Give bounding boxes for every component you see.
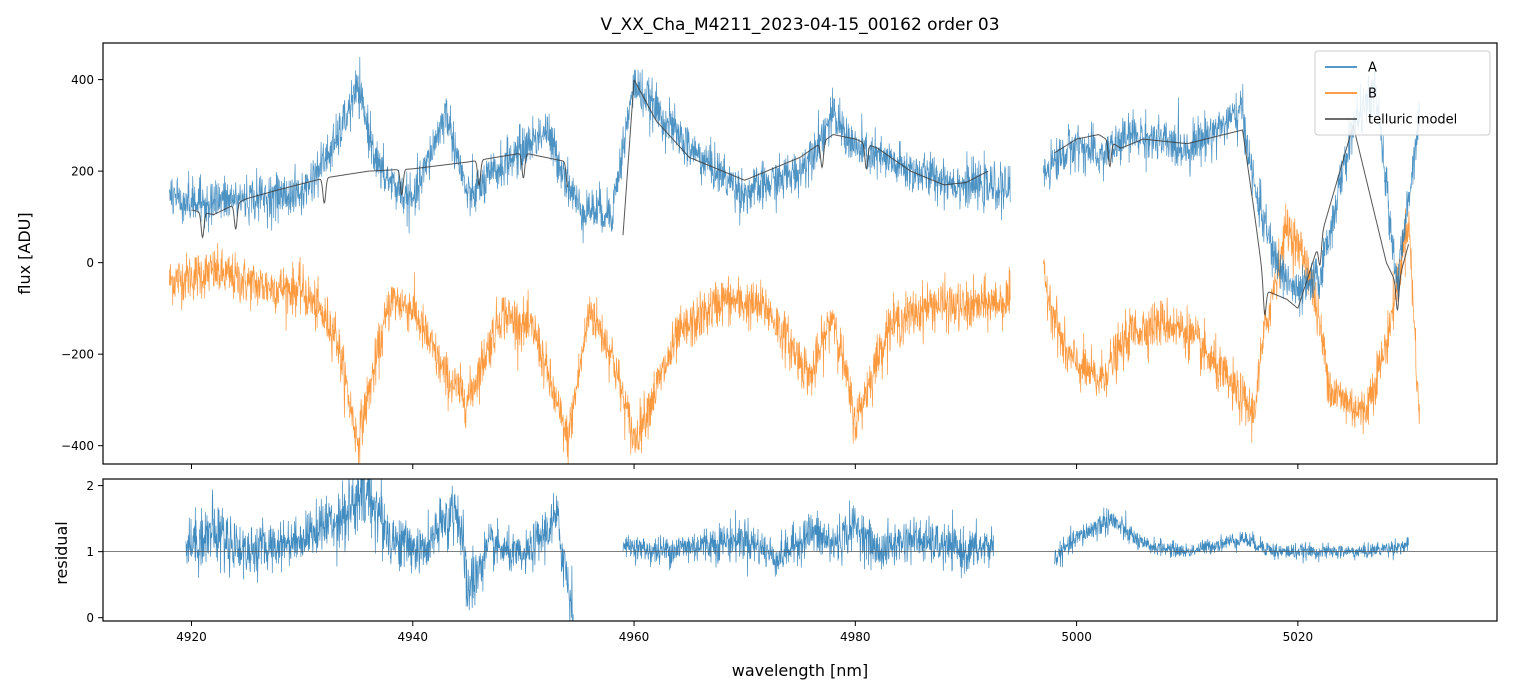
residual-line [622, 500, 994, 579]
residual-axes-frame [102, 478, 1498, 622]
x-tick-label: 4940 [398, 630, 429, 644]
legend-label-telluric: telluric model [1368, 113, 1457, 128]
residual-y-ticks: 0 1 2 [86, 479, 103, 625]
y-tick-label: 0 [86, 256, 94, 270]
series-b-line [169, 242, 1011, 464]
y-tick-label: −400 [61, 439, 94, 453]
telluric-model-line [622, 79, 989, 236]
legend-box [1314, 50, 1491, 136]
telluric-model-line [191, 153, 569, 239]
flux-axes-frame [102, 42, 1498, 465]
flux-series-group [169, 56, 1420, 464]
residual-line [1054, 507, 1409, 568]
legend: A B telluric model [1314, 50, 1491, 136]
legend-label-b: B [1368, 87, 1377, 102]
x-tick-label: 5020 [1283, 630, 1314, 644]
series-b-line [1043, 203, 1420, 443]
residual-line [185, 479, 574, 621]
series-a-line [169, 56, 1011, 244]
series-residual [185, 479, 1409, 621]
y-tick-label: 0 [86, 611, 94, 625]
series-b [169, 203, 1420, 464]
residual-y-axis-label: residual [52, 521, 71, 584]
series-telluric-model [191, 79, 1409, 317]
flux-y-axis-label: flux [ADU] [15, 212, 34, 294]
x-axis-label: wavelength [nm] [732, 661, 869, 680]
telluric-model-line [1054, 124, 1409, 317]
legend-label-a: A [1368, 61, 1377, 76]
y-tick-label: 1 [86, 545, 94, 559]
x-tick-label: 4980 [840, 630, 871, 644]
residual-x-ticks: 4920 4940 4960 4980 5000 5020 [176, 621, 1313, 644]
residual-series-group [103, 479, 1497, 621]
x-tick-label: 4960 [619, 630, 650, 644]
flux-x-ticks [191, 464, 1299, 469]
y-tick-label: −200 [61, 348, 94, 362]
chart-title: V_XX_Cha_M4211_2023-04-15_00162 order 03 [600, 15, 999, 35]
x-tick-label: 5000 [1061, 630, 1092, 644]
x-tick-label: 4920 [176, 630, 207, 644]
y-tick-label: 200 [71, 165, 94, 179]
y-tick-label: 400 [71, 73, 94, 87]
flux-panel: 400 200 0 −200 −400 flux [ADU] A B telluric … [15, 42, 1498, 469]
flux-y-ticks: 400 200 0 −200 −400 [61, 73, 103, 453]
y-tick-label: 2 [86, 479, 94, 493]
residual-panel: 0 1 2 4920 4940 4960 4980 5000 5020 residual wa… [52, 478, 1498, 680]
